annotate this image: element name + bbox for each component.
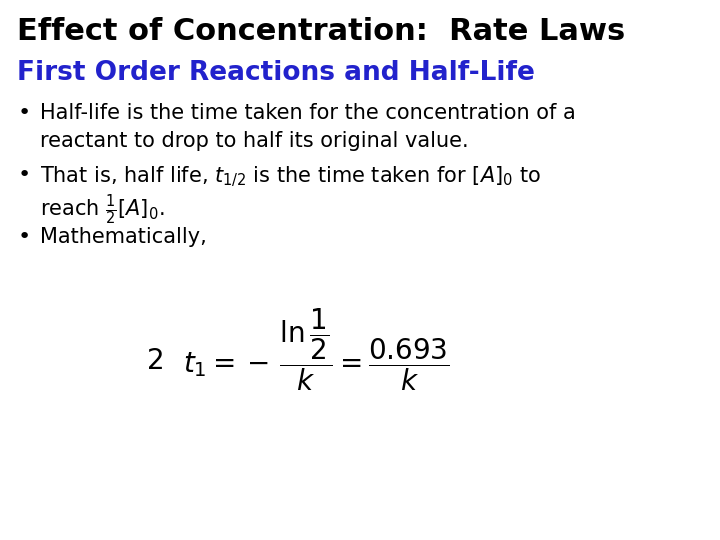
Text: •: • [17,103,30,123]
Text: reach $\mathregular{\frac{1}{2}}[A]_0$.: reach $\mathregular{\frac{1}{2}}[A]_0$. [40,193,164,227]
Text: •: • [17,165,30,185]
Text: That is, half life, $t_{1/2}$ is the time taken for $[A]_0$ to: That is, half life, $t_{1/2}$ is the tim… [40,165,541,189]
Text: $\mathit{t}_1 = -\,\dfrac{\ln\dfrac{1}{2}}{k} = \dfrac{0.693}{k}$: $\mathit{t}_1 = -\,\dfrac{\ln\dfrac{1}{2… [183,307,449,393]
Text: Effect of Concentration:  Rate Laws: Effect of Concentration: Rate Laws [17,17,626,46]
Text: reactant to drop to half its original value.: reactant to drop to half its original va… [40,131,469,151]
Text: Half-life is the time taken for the concentration of a: Half-life is the time taken for the conc… [40,103,576,123]
Text: First Order Reactions and Half-Life: First Order Reactions and Half-Life [17,60,535,86]
Text: •: • [17,227,30,247]
Text: Mathematically,: Mathematically, [40,227,207,247]
Text: $2$: $2$ [146,347,163,375]
